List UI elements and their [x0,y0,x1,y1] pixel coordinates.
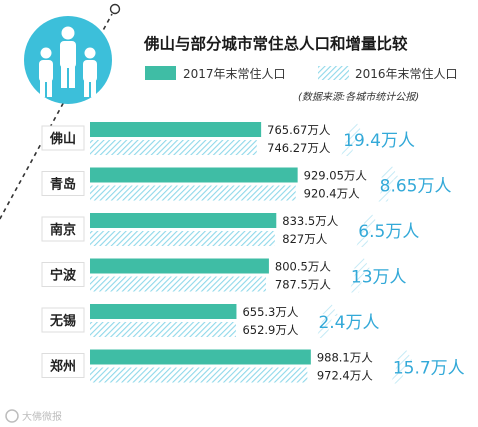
people-group-icon [24,16,112,104]
value-label-2017: 929.05万人 [304,169,368,183]
increment-arrow-icon [390,347,413,384]
watermark: 大佛微报 [5,409,62,423]
legend-label-2016: 2016年末常住人口 [355,67,458,81]
bar-2016 [90,140,257,155]
value-label-2016: 920.4万人 [304,187,360,201]
increment-label: 15.7万人 [393,359,465,379]
increment-arrow-icon [356,211,379,247]
category-label: 无锡 [49,313,76,329]
increment-label: 8.65万人 [380,177,452,197]
category-box [41,216,85,242]
category-box [41,125,85,151]
source-note: (数据来源:各城市统计公报) [298,91,419,103]
value-label-2016: 827万人 [282,232,327,246]
bar-2016 [90,322,236,337]
value-label-2017: 800.5万人 [275,260,331,274]
category-box [41,262,85,287]
category-label: 南京 [50,222,76,238]
bar-2017 [90,304,237,319]
bar-2017 [90,122,262,137]
increment-arrow-icon [341,120,364,156]
value-label-2017: 765.67万人 [267,123,331,137]
increment-arrow-icon [348,256,371,293]
increment-arrow-icon [316,302,339,338]
increment-label: 13万人 [351,268,407,288]
weibo-icon [5,409,19,423]
bar-2016 [90,231,275,246]
category-box [41,353,85,378]
decor-small-circle [109,3,121,15]
increment-label: 6.5万人 [358,222,419,242]
bar-2017 [90,167,298,183]
value-label-2017: 655.3万人 [242,305,298,319]
value-label-2017: 988.1万人 [317,351,373,365]
value-label-2016: 746.27万人 [267,141,331,155]
category-box [41,307,85,333]
chart-title: 佛山与部分城市常住总人口和增量比较 [143,34,408,53]
legend: 2017年末常住人口 2016年末常住人口 [145,66,458,81]
watermark-text: 大佛微报 [22,410,62,423]
bar-2016 [90,367,308,383]
bar-2017 [90,258,269,274]
legend-swatch-2016 [318,66,349,80]
legend-swatch-2017 [145,66,176,80]
category-label: 佛山 [49,131,76,147]
increment-label: 2.4万人 [318,313,379,333]
increment-arrow-icon [377,165,400,202]
bar-2017 [90,349,311,365]
bar-2017 [90,213,277,228]
category-box [41,171,85,196]
category-label: 宁波 [50,268,77,284]
category-label: 青岛 [50,177,76,193]
value-label-2016: 652.9万人 [242,323,298,337]
value-label-2016: 787.5万人 [275,278,331,292]
category-label: 郑州 [50,359,76,375]
bar-2016 [90,276,267,292]
value-label-2016: 972.4万人 [317,369,373,383]
value-label-2017: 833.5万人 [282,214,338,228]
increment-label: 19.4万人 [343,131,415,151]
legend-label-2017: 2017年末常住人口 [183,67,286,81]
bar-2016 [90,185,296,201]
